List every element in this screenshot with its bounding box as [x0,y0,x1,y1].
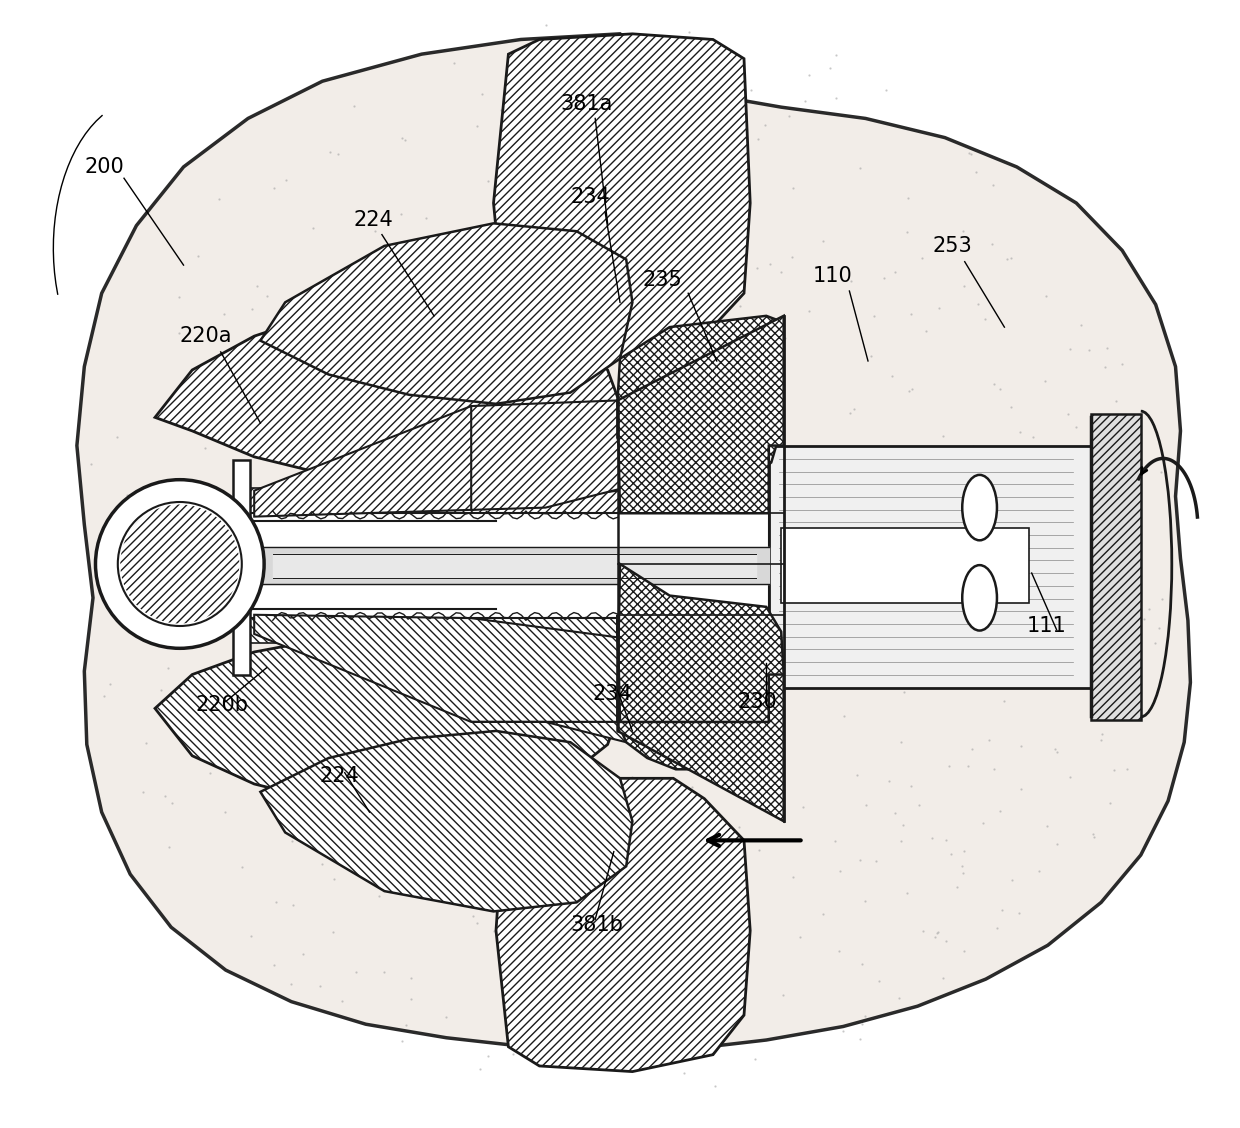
Polygon shape [618,615,784,821]
Polygon shape [248,618,769,643]
Text: 220a: 220a [180,326,232,346]
Polygon shape [233,460,250,675]
Text: 110: 110 [812,266,852,287]
Polygon shape [618,316,784,513]
Polygon shape [471,400,626,510]
Text: 200: 200 [84,157,124,177]
Text: 381a: 381a [560,94,613,114]
Circle shape [118,502,242,626]
Polygon shape [781,528,1029,603]
Text: 230: 230 [738,691,777,712]
Polygon shape [618,564,784,769]
Text: 224: 224 [353,210,393,230]
Polygon shape [155,632,620,810]
Text: 253: 253 [932,236,972,256]
Text: 220b: 220b [196,695,249,715]
Polygon shape [618,316,784,487]
Text: 234: 234 [593,684,632,704]
Polygon shape [77,34,1190,1051]
Polygon shape [248,488,769,513]
Text: 381b: 381b [570,915,624,935]
Polygon shape [155,302,620,483]
Text: 235: 235 [642,270,682,290]
Polygon shape [248,513,769,618]
Polygon shape [494,34,750,359]
Ellipse shape [962,475,997,540]
Polygon shape [260,223,632,404]
Circle shape [95,479,264,649]
Polygon shape [1091,414,1141,720]
Text: 224: 224 [320,766,360,786]
Polygon shape [254,615,620,722]
Ellipse shape [962,565,997,631]
Polygon shape [471,690,626,742]
Text: 111: 111 [1027,616,1066,636]
Polygon shape [254,404,620,517]
Text: 234: 234 [570,187,610,208]
Polygon shape [769,446,1091,688]
Polygon shape [496,778,750,1072]
Polygon shape [208,530,285,600]
Polygon shape [260,731,632,911]
